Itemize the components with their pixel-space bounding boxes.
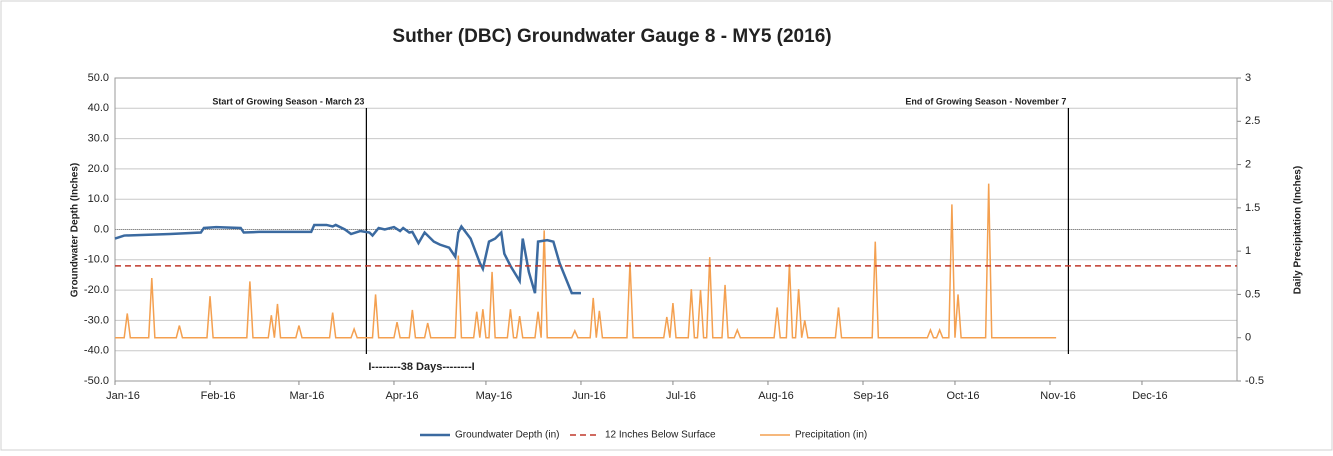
- y2-axis-label: Daily Precipitation (Inches): [1293, 166, 1304, 294]
- x-tick-label: Aug-16: [758, 390, 793, 402]
- y2-tick-label: 0: [1245, 332, 1251, 344]
- series-line: [115, 183, 1057, 339]
- y-tick-label: 20.0: [88, 163, 109, 175]
- y2-tick-label: 3: [1245, 72, 1251, 84]
- x-tick-label: Jul-16: [666, 390, 696, 402]
- x-tick-label: Dec-16: [1132, 390, 1167, 402]
- x-tick-label: May-16: [476, 390, 513, 402]
- x-tick-label: Feb-16: [201, 390, 236, 402]
- span-label: I--------38 Days--------I: [368, 361, 474, 373]
- y-tick-label: 10.0: [88, 193, 109, 205]
- plot-border: [114, 77, 1238, 382]
- x-tick-label: Jan-16: [106, 390, 140, 402]
- y2-tick-label: -0.5: [1245, 375, 1264, 387]
- legend-label: Groundwater Depth (in): [455, 430, 560, 441]
- x-tick-label: Oct-16: [946, 390, 979, 402]
- y-axis-label: Groundwater Depth (Inches): [70, 163, 81, 297]
- y-tick-label: -20.0: [84, 284, 109, 296]
- x-tick-label: Nov-16: [1040, 390, 1075, 402]
- y-tick-label: 40.0: [88, 102, 109, 114]
- x-tick-label: Apr-16: [385, 390, 418, 402]
- y-tick-label: -40.0: [84, 345, 109, 357]
- series-line: [114, 223, 581, 295]
- x-tick-label: Mar-16: [290, 390, 325, 402]
- y2-tick-label: 2: [1245, 158, 1251, 170]
- y-tick-label: -30.0: [84, 314, 109, 326]
- y-tick-label: -10.0: [84, 254, 109, 266]
- y2-tick-label: 1: [1245, 245, 1251, 257]
- y-tick-label: 0.0: [94, 223, 109, 235]
- legend-label: Precipitation (in): [795, 430, 867, 441]
- y-tick-label: 30.0: [88, 133, 109, 145]
- season-label: Start of Growing Season - March 23: [212, 96, 364, 106]
- season-label: End of Growing Season - November 7: [905, 96, 1066, 106]
- y-tick-label: -50.0: [84, 375, 109, 387]
- x-tick-label: Jun-16: [572, 390, 606, 402]
- y2-tick-label: 0.5: [1245, 288, 1260, 300]
- y2-tick-label: 2.5: [1245, 115, 1260, 127]
- x-tick-label: Sep-16: [853, 390, 888, 402]
- legend-label: 12 Inches Below Surface: [605, 430, 716, 441]
- chart-title: Suther (DBC) Groundwater Gauge 8 - MY5 (…: [392, 26, 831, 47]
- y-tick-label: 50.0: [88, 72, 109, 84]
- y2-tick-label: 1.5: [1245, 202, 1260, 214]
